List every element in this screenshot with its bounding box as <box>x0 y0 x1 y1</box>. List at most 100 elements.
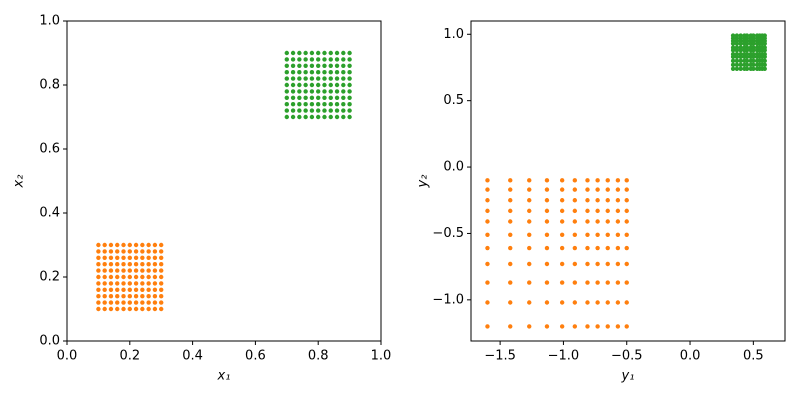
point <box>572 187 578 192</box>
point <box>108 281 114 286</box>
point <box>121 255 126 260</box>
point <box>303 57 308 62</box>
point <box>96 294 101 299</box>
point <box>544 219 550 224</box>
point <box>508 324 513 329</box>
point <box>140 281 145 286</box>
point <box>322 89 327 94</box>
point <box>334 50 340 56</box>
point <box>544 324 550 329</box>
point <box>146 306 151 312</box>
point <box>316 57 321 62</box>
point <box>303 114 308 120</box>
point <box>751 51 756 57</box>
point <box>751 66 756 72</box>
point <box>303 63 308 68</box>
point <box>121 281 126 286</box>
point <box>96 268 101 273</box>
point <box>322 95 327 101</box>
point <box>508 187 513 192</box>
point <box>284 82 289 88</box>
point <box>624 232 629 237</box>
point <box>527 198 532 203</box>
point <box>115 294 120 299</box>
point <box>303 82 308 88</box>
point <box>102 300 107 305</box>
point <box>309 76 315 81</box>
point <box>734 62 740 68</box>
point <box>297 57 302 62</box>
point <box>334 82 340 88</box>
point <box>595 232 600 237</box>
point <box>102 294 107 299</box>
point <box>152 300 158 305</box>
point <box>485 324 490 329</box>
point <box>334 57 340 62</box>
point <box>146 255 151 260</box>
point <box>159 242 164 248</box>
point <box>316 82 321 88</box>
point <box>102 242 107 248</box>
point <box>572 324 578 329</box>
point <box>347 82 352 88</box>
point <box>615 261 621 267</box>
y-tick-label: 1.0 <box>443 27 464 42</box>
point <box>127 255 132 260</box>
point <box>559 219 565 224</box>
point <box>108 287 114 292</box>
point <box>96 300 101 305</box>
point <box>303 76 308 81</box>
point <box>595 187 600 192</box>
point <box>572 232 578 237</box>
point <box>559 245 565 251</box>
point <box>595 208 600 214</box>
point <box>334 63 340 68</box>
point <box>102 274 107 280</box>
point <box>341 63 346 68</box>
point <box>108 294 114 299</box>
point <box>605 198 610 203</box>
point <box>322 76 327 81</box>
y-tick-label: 0.8 <box>39 78 60 93</box>
point <box>102 249 107 254</box>
point <box>152 268 158 273</box>
point <box>290 108 296 113</box>
point <box>133 255 139 260</box>
point <box>284 50 289 56</box>
point <box>309 114 315 120</box>
point <box>121 294 126 299</box>
point <box>347 76 352 81</box>
point <box>508 208 513 214</box>
point <box>508 178 513 183</box>
point <box>730 62 736 68</box>
point <box>96 249 101 254</box>
point <box>527 300 532 305</box>
x-tick-label: 0.0 <box>57 349 78 364</box>
point <box>297 63 302 68</box>
point <box>127 300 132 305</box>
point <box>133 281 139 286</box>
x-tick-label: 0.2 <box>119 349 140 364</box>
point <box>152 294 158 299</box>
point <box>152 306 158 312</box>
point <box>572 219 578 224</box>
point <box>115 274 120 280</box>
point <box>544 178 550 183</box>
point <box>559 208 565 214</box>
point <box>527 261 532 267</box>
y-tick-label: 0.0 <box>443 160 464 175</box>
point <box>508 300 513 305</box>
point <box>322 63 327 68</box>
point <box>102 262 107 267</box>
point <box>334 108 340 113</box>
point <box>615 300 621 305</box>
point <box>140 262 145 267</box>
point <box>328 102 333 107</box>
point <box>115 287 120 292</box>
point <box>284 102 289 107</box>
point <box>615 187 621 192</box>
point <box>615 178 621 183</box>
point <box>559 324 565 329</box>
point <box>303 70 308 75</box>
point <box>108 262 114 267</box>
